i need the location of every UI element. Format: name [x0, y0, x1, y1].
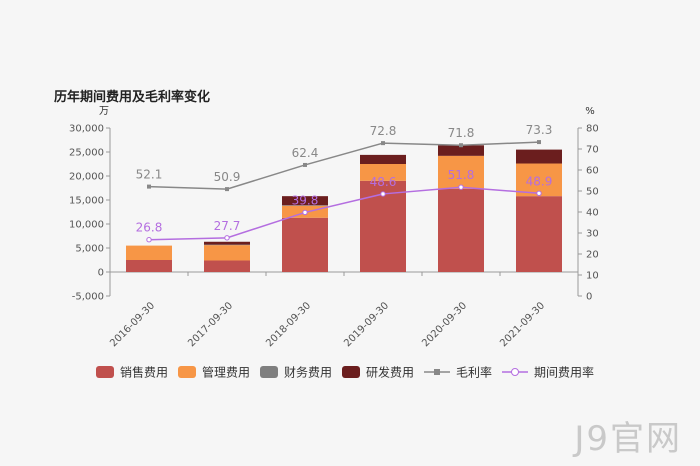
left-unit-label: 万 — [99, 106, 109, 117]
bar-segment — [204, 245, 250, 261]
right-tick-label: 0 — [586, 292, 592, 303]
right-unit-label: % — [585, 106, 595, 117]
right-tick-label: 80 — [586, 124, 599, 135]
chart-title: 历年期间费用及毛利率变化 — [54, 90, 211, 105]
x-tick-label: 2016-09-30 — [108, 300, 157, 349]
line-series-path — [148, 141, 540, 190]
data-label: 52.1 — [136, 168, 163, 182]
legend-label: 财务费用 — [284, 365, 332, 380]
bar-segment — [438, 188, 484, 272]
data-label: 62.4 — [292, 146, 319, 160]
bar-segment — [126, 245, 172, 260]
line-point — [225, 187, 229, 192]
left-tick-label: 20,000 — [69, 172, 104, 183]
bar-segment — [516, 149, 562, 164]
data-label: 39.8 — [292, 193, 319, 207]
left-tick-label: 15,000 — [69, 196, 104, 207]
line-series-path — [148, 186, 540, 241]
left-tick-label: 30,000 — [69, 124, 104, 135]
legend-swatch — [96, 366, 114, 378]
bar-segment — [360, 154, 406, 164]
left-tick-label: 10,000 — [69, 220, 104, 231]
bar-segment — [438, 145, 484, 156]
right-tick-label: 70 — [586, 145, 599, 156]
x-tick-label: 2019-09-30 — [342, 300, 391, 349]
bar-segment — [204, 241, 250, 245]
line-point — [146, 237, 152, 243]
line-point — [459, 143, 463, 148]
data-label: 50.9 — [214, 170, 241, 184]
legend-swatch — [178, 366, 196, 378]
left-tick-label: 25,000 — [69, 148, 104, 159]
legend-marker — [511, 368, 519, 376]
left-tick-label: 5,000 — [75, 244, 104, 255]
x-tick-label: 2018-09-30 — [264, 300, 313, 349]
data-label: 26.8 — [136, 221, 163, 235]
line-point — [536, 190, 542, 197]
x-tick-label: 2020-09-30 — [420, 300, 469, 349]
left-tick-label: -5,000 — [72, 292, 104, 303]
right-tick-label: 10 — [586, 271, 599, 282]
legend-label: 管理费用 — [202, 365, 250, 380]
line-point — [302, 209, 308, 216]
right-tick-label: 30 — [586, 229, 599, 240]
bar-segment — [282, 217, 328, 272]
line-point — [537, 140, 541, 145]
right-tick-label: 40 — [586, 208, 599, 219]
line-point — [381, 141, 385, 146]
data-label: 73.3 — [526, 123, 553, 137]
right-tick-label: 50 — [586, 187, 599, 198]
data-label: 71.8 — [448, 126, 475, 140]
bar-segment — [438, 155, 484, 189]
legend-marker — [434, 369, 440, 375]
legend-label: 销售费用 — [120, 365, 168, 380]
data-label: 72.8 — [370, 124, 397, 138]
x-tick-label: 2017-09-30 — [186, 300, 235, 349]
data-label: 48.6 — [370, 175, 397, 189]
data-label: 27.7 — [214, 219, 241, 233]
legend-label: 期间费用率 — [534, 365, 594, 380]
data-label: 48.9 — [526, 174, 553, 188]
legend-label: 毛利率 — [456, 365, 492, 380]
bar-segment — [204, 260, 250, 272]
line-point — [224, 235, 230, 241]
left-tick-label: 0 — [98, 268, 104, 279]
bar-segment — [282, 196, 328, 206]
line-point — [380, 191, 386, 197]
bar-segment — [126, 260, 172, 272]
watermark: J9官网 — [574, 419, 682, 459]
bar-segment — [360, 164, 406, 181]
line-point — [458, 184, 464, 190]
data-label: 51.8 — [448, 168, 475, 182]
legend-label: 研发费用 — [366, 365, 414, 380]
right-tick-label: 60 — [586, 166, 599, 177]
legend-swatch — [342, 366, 360, 378]
x-tick-label: 2021-09-30 — [498, 300, 547, 349]
legend-swatch — [260, 366, 278, 378]
line-point — [303, 162, 307, 167]
line-point — [147, 184, 151, 189]
bar-segment — [516, 196, 562, 272]
right-tick-label: 20 — [586, 250, 599, 261]
